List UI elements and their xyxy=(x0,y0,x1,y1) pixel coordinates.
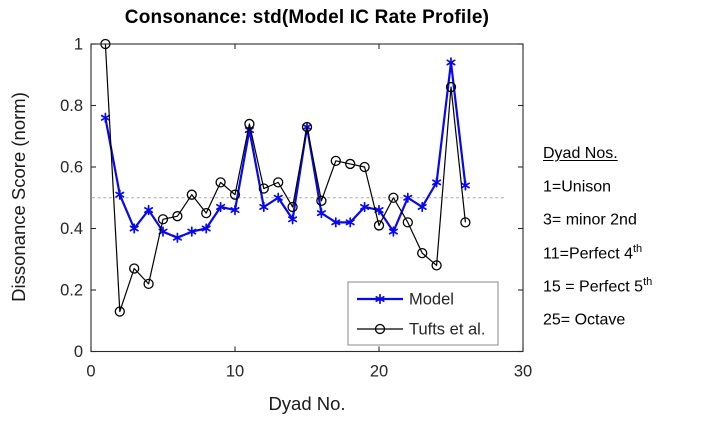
marker-tufts xyxy=(215,177,226,188)
marker-tufts xyxy=(373,220,385,231)
marker-model xyxy=(244,127,254,134)
x-tick-label: 0 xyxy=(86,363,95,381)
marker-tufts xyxy=(229,189,241,200)
marker-model xyxy=(403,194,413,201)
marker-model xyxy=(259,203,269,210)
marker-model xyxy=(446,59,456,66)
marker-tufts xyxy=(258,183,269,194)
annotation-line: 15 = Perfect 5th xyxy=(543,275,653,296)
series-line-model xyxy=(104,61,467,239)
marker-tufts xyxy=(201,207,212,219)
marker-tufts xyxy=(172,211,183,222)
marker-tufts xyxy=(345,158,356,170)
marker-model xyxy=(432,179,442,186)
marker-model xyxy=(172,234,182,241)
marker-tufts xyxy=(330,155,341,167)
legend-label: Model xyxy=(409,291,454,309)
marker-model xyxy=(388,228,398,235)
annotation-line: 25= Octave xyxy=(543,311,626,329)
marker-model xyxy=(345,219,355,226)
annotation-line: 3= minor 2nd xyxy=(543,211,637,229)
legend-label: Tufts et al. xyxy=(409,321,485,339)
marker-tufts xyxy=(417,247,428,259)
marker-tufts xyxy=(460,217,471,228)
marker-model xyxy=(187,228,197,235)
marker-model xyxy=(216,203,226,210)
marker-model xyxy=(331,219,341,226)
y-tick-label: 0.6 xyxy=(60,159,83,177)
y-tick-label: 0 xyxy=(74,343,83,361)
marker-tufts xyxy=(114,306,125,317)
legend-box xyxy=(347,281,499,346)
legend-marker-tufts xyxy=(374,323,386,335)
marker-tufts xyxy=(273,177,284,188)
y-tick-label: 0.4 xyxy=(60,220,83,238)
marker-tufts xyxy=(157,214,169,225)
marker-tufts xyxy=(445,81,457,93)
marker-model xyxy=(100,114,110,121)
marker-model xyxy=(144,207,154,214)
x-tick-label: 10 xyxy=(226,363,244,381)
marker-tufts xyxy=(402,217,413,228)
marker-tufts xyxy=(431,260,442,271)
chart-title: Consonance: std(Model IC Rate Profile) xyxy=(124,7,490,28)
x-tick-label: 30 xyxy=(514,363,532,381)
marker-tufts xyxy=(244,118,255,130)
y-tick-label: 0.8 xyxy=(60,97,83,115)
marker-model xyxy=(129,225,139,232)
marker-model xyxy=(460,182,470,189)
y-tick-label: 1 xyxy=(74,36,83,54)
annotation-line: 11=Perfect 4th xyxy=(543,242,643,262)
marker-tufts xyxy=(129,263,140,274)
marker-tufts xyxy=(301,121,313,133)
legend-marker-model xyxy=(375,296,385,302)
x-axis-label: Dyad No. xyxy=(268,393,346,414)
marker-model xyxy=(288,216,298,223)
marker-model xyxy=(360,203,370,210)
dyad-annotation: Dyad Nos. 1=Unison 3= minor 2nd 11=Perfe… xyxy=(543,139,652,335)
annotation-heading: Dyad Nos. xyxy=(543,145,618,162)
marker-tufts xyxy=(186,189,197,200)
marker-model xyxy=(201,225,211,232)
x-tick-label: 20 xyxy=(370,363,388,381)
marker-model xyxy=(374,207,384,214)
marker-model xyxy=(273,194,283,201)
y-axis-label: Dissonance Score (norm) xyxy=(8,92,29,302)
marker-tufts xyxy=(287,201,298,213)
marker-model xyxy=(115,191,125,198)
marker-tufts xyxy=(143,278,154,290)
marker-tufts xyxy=(388,192,399,203)
series-line-tufts xyxy=(104,43,466,313)
marker-model xyxy=(230,207,240,214)
marker-model xyxy=(316,210,326,217)
marker-tufts xyxy=(359,161,370,173)
axes-box xyxy=(90,43,524,353)
annotation-line: 1=Unison xyxy=(543,178,612,196)
marker-model xyxy=(417,203,427,210)
y-tick-label: 0.2 xyxy=(60,282,83,300)
marker-tufts xyxy=(316,195,327,206)
